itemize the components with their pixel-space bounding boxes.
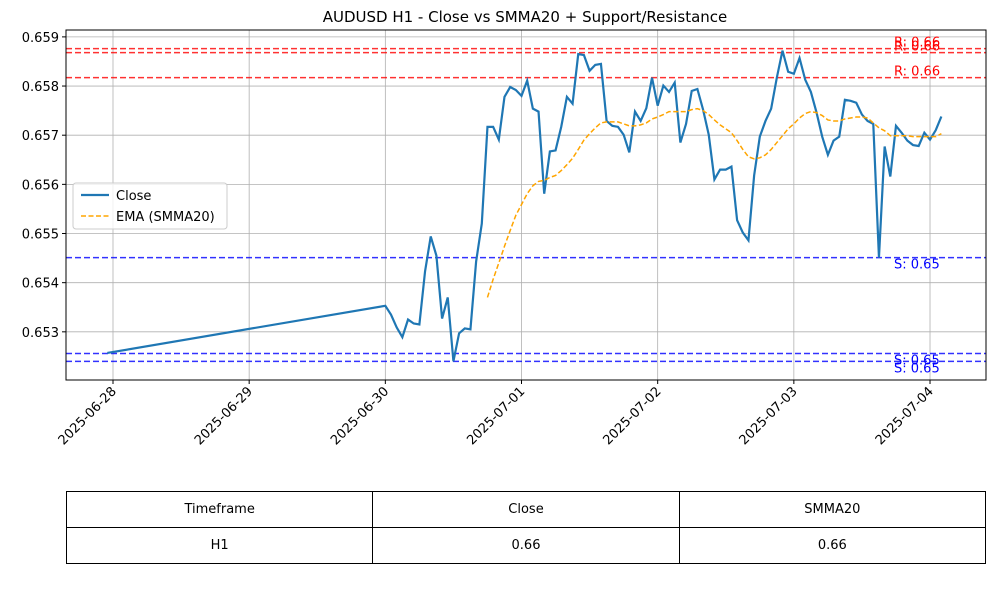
y-tick-label: 0.658: [22, 80, 59, 95]
x-tick-label: 2025-06-29: [192, 384, 256, 448]
series-line: [486, 107, 942, 298]
cell: H1: [65, 527, 374, 564]
x-tick-label: 2025-07-04: [873, 384, 937, 448]
y-tick-label: 0.655: [22, 228, 59, 243]
legend-label: Close: [116, 189, 151, 204]
x-tick-label: 2025-06-30: [328, 384, 392, 448]
x-tick-label: 2025-07-02: [600, 384, 664, 448]
reference-label: R: 0.66: [894, 65, 940, 80]
x-tick-label: 2025-07-03: [737, 384, 801, 448]
x-tick-label: 2025-06-28: [56, 384, 120, 448]
table-row: H1 0.66 0.66: [65, 527, 987, 564]
cell: 0.66: [678, 527, 987, 564]
reference-label: R: 0.66: [894, 40, 940, 55]
table-header: Timeframe Close SMMA20: [65, 491, 987, 528]
y-tick-label: 0.653: [22, 326, 59, 341]
series-line: [107, 50, 943, 362]
reference-label: R: 0.66: [894, 36, 940, 51]
x-tick-label: 2025-07-01: [464, 384, 528, 448]
legend-label: EMA (SMMA20): [116, 210, 215, 225]
cell: 0.66: [372, 527, 680, 564]
chart: AUDUSD H1 - Close vs SMMA20 + Support/Re…: [22, 8, 987, 448]
chart-title: AUDUSD H1 - Close vs SMMA20 + Support/Re…: [323, 8, 728, 26]
header-cell: Close: [372, 491, 680, 528]
y-tick-label: 0.657: [22, 129, 59, 144]
y-tick-label: 0.654: [22, 277, 59, 292]
header-cell: Timeframe: [65, 491, 374, 528]
reference-label: S: 0.65: [894, 361, 940, 376]
legend-box: [72, 182, 228, 230]
reference-label: S: 0.65: [894, 258, 940, 273]
y-tick-label: 0.659: [22, 31, 59, 46]
summary-table: Timeframe Close SMMA20 H1 0.66 0.66: [65, 491, 987, 564]
y-tick-label: 0.656: [22, 178, 59, 193]
plot-frame: [65, 29, 987, 381]
header-cell: SMMA20: [678, 491, 987, 528]
